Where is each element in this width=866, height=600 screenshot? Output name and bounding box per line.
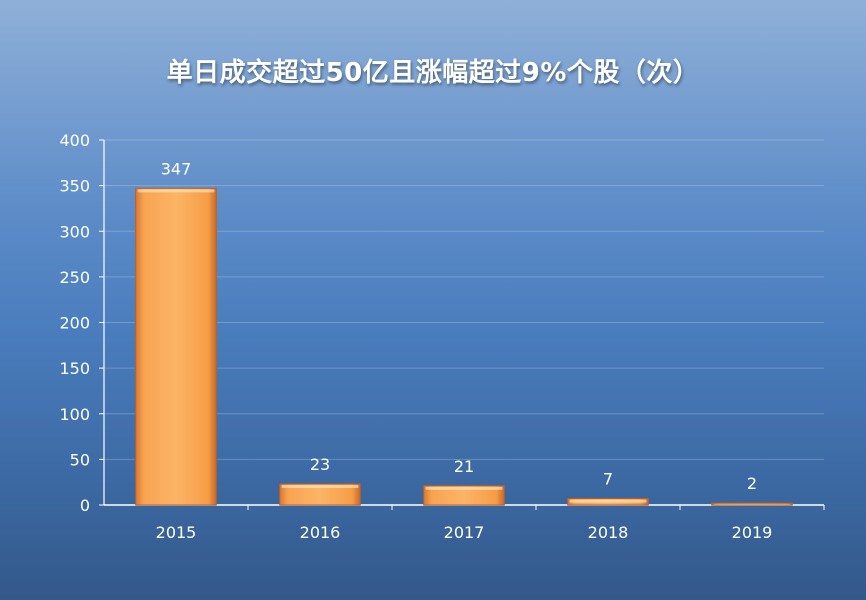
data-label: 347 xyxy=(161,159,192,178)
y-tick-label: 400 xyxy=(59,131,90,150)
x-tick-label: 2017 xyxy=(444,523,485,542)
gridlines xyxy=(104,139,824,460)
bar-highlight xyxy=(425,486,503,490)
data-label: 21 xyxy=(454,457,474,476)
data-label: 7 xyxy=(603,470,613,489)
y-tick-label: 50 xyxy=(70,450,90,469)
x-tick-label: 2016 xyxy=(300,523,341,542)
bar-highlight xyxy=(137,189,215,193)
y-tick-label: 200 xyxy=(59,314,90,333)
bar-highlight xyxy=(713,504,791,505)
bar-highlight xyxy=(569,499,647,503)
y-tick-label: 100 xyxy=(59,405,90,424)
chart-title: 单日成交超过50亿且涨幅超过9%个股（次） xyxy=(166,58,700,88)
x-tick-label: 2018 xyxy=(588,523,629,542)
bar-2019 xyxy=(711,502,793,506)
bar-2017 xyxy=(423,485,505,506)
labels: 0 50 100 150 200 250 300 350 400 2015 347 2016 23 201… xyxy=(59,131,772,542)
bar-highlight xyxy=(281,485,359,489)
x-tick-label: 2019 xyxy=(732,523,773,542)
y-tick-label: 350 xyxy=(59,177,90,196)
x-tick-label: 2015 xyxy=(156,523,197,542)
data-label: 23 xyxy=(310,455,330,474)
bar-2016 xyxy=(279,483,361,506)
y-tick-label: 300 xyxy=(59,222,90,241)
y-tick-label: 150 xyxy=(59,359,90,378)
y-tick-label: 250 xyxy=(59,268,90,287)
y-tick-label: 0 xyxy=(80,496,90,515)
bars xyxy=(135,187,793,506)
data-label: 2 xyxy=(747,474,757,493)
bar-2015 xyxy=(135,187,217,506)
